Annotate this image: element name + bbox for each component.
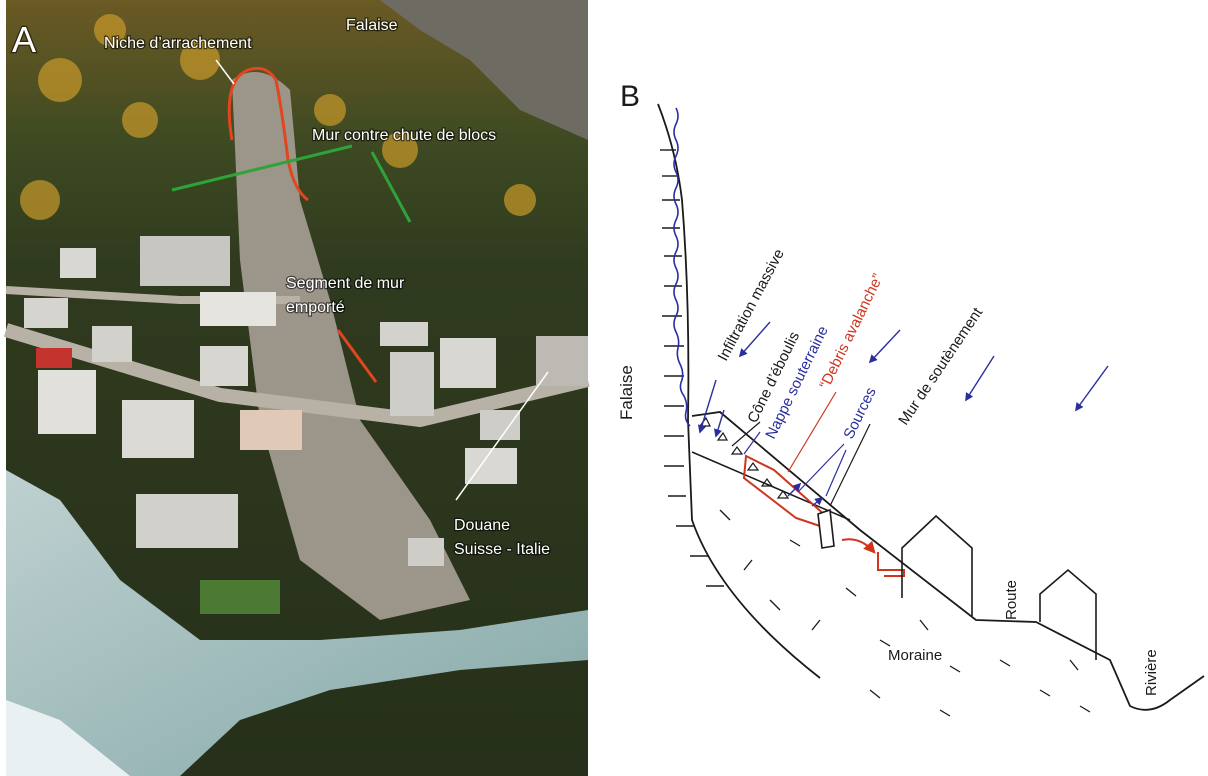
segment-line — [336, 329, 378, 383]
label-moraine: Moraine — [888, 647, 942, 664]
douane-leader-line — [455, 371, 549, 501]
label-mur-chute: Mur contre chute de blocs — [312, 127, 496, 144]
landslide-debris — [232, 72, 470, 620]
label-infiltration: Infiltration massive — [715, 246, 788, 364]
debris-deposit — [877, 552, 905, 577]
label-sources: Sources — [840, 385, 879, 442]
label-segment-line-1: Segment de mur — [286, 275, 405, 292]
panel-a-letter: A — [12, 19, 36, 60]
label-mur-soutenement: Mur de soutènement — [895, 304, 986, 428]
scar-outline — [227, 66, 309, 202]
cliff-rock — [380, 0, 588, 140]
niche-leader-line — [215, 59, 235, 85]
panel-b-schematic: B — [617, 80, 1205, 717]
village-buildings — [24, 236, 588, 566]
lawn — [200, 580, 280, 614]
waterfall-spray — [6, 700, 130, 776]
mur-leader — [829, 423, 871, 507]
panel-b-letter: B — [620, 80, 640, 113]
cone-debris — [698, 416, 790, 499]
label-segment-line-2: emporté — [286, 299, 345, 316]
nappe-leader — [743, 431, 761, 455]
sources-leader-1 — [797, 443, 845, 493]
panel-a-photo: A Falaise Niche d’arrachement Mur contre… — [3, 0, 590, 776]
retaining-wall — [817, 508, 835, 549]
infiltration-arrows — [697, 321, 1109, 507]
river — [6, 470, 588, 776]
autumn-foliage — [20, 14, 536, 220]
debris-arrow — [841, 538, 876, 554]
house-2 — [1039, 568, 1097, 660]
house-1 — [901, 514, 973, 616]
label-riviere: Rivière — [1143, 649, 1160, 696]
cone-leader — [731, 421, 761, 447]
label-niche: Niche d’arrachement — [104, 35, 252, 52]
label-douane-line-2: Suisse - Italie — [454, 541, 550, 558]
ground-surface — [691, 411, 1205, 711]
label-route: Route — [1003, 580, 1020, 620]
moraine-dashes — [719, 509, 1091, 717]
wall-line-left — [171, 144, 353, 192]
infiltration-wavy-line — [673, 107, 691, 427]
cliff-face — [657, 103, 821, 679]
sources-leader-2 — [825, 449, 847, 497]
label-falaise-a: Falaise — [346, 17, 398, 34]
road — [3, 323, 590, 428]
label-douane-line-1: Douane — [454, 517, 510, 534]
cliff-hatching — [660, 149, 724, 587]
label-falaise-b: Falaise — [617, 365, 636, 420]
wall-line-right — [370, 151, 412, 223]
debris-leader — [787, 391, 837, 473]
